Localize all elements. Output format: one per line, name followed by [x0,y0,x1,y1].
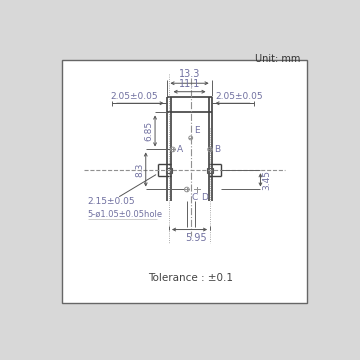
Text: 5.95: 5.95 [185,233,207,243]
Text: 2.15±0.05: 2.15±0.05 [87,197,135,206]
Text: Unit: mm: Unit: mm [255,54,301,64]
Text: C: C [192,193,198,202]
Text: 13.3: 13.3 [179,69,200,80]
Text: Tolerance : ±0.1: Tolerance : ±0.1 [148,273,233,283]
Text: 5-ø1.05±0.05hole: 5-ø1.05±0.05hole [87,210,163,219]
Text: 8.3: 8.3 [135,162,144,177]
Text: 3.45: 3.45 [263,170,272,190]
FancyBboxPatch shape [62,60,307,303]
Text: 11.1: 11.1 [179,78,200,89]
Text: 2.05±0.05: 2.05±0.05 [215,92,263,101]
Bar [207,167,213,173]
Text: A: A [177,145,183,154]
Text: 2.05±0.05: 2.05±0.05 [110,92,158,101]
Text: E: E [194,126,199,135]
Text: B: B [214,145,220,154]
Bar [166,167,172,173]
Text: 6.85: 6.85 [144,121,153,141]
Text: D: D [201,193,208,202]
